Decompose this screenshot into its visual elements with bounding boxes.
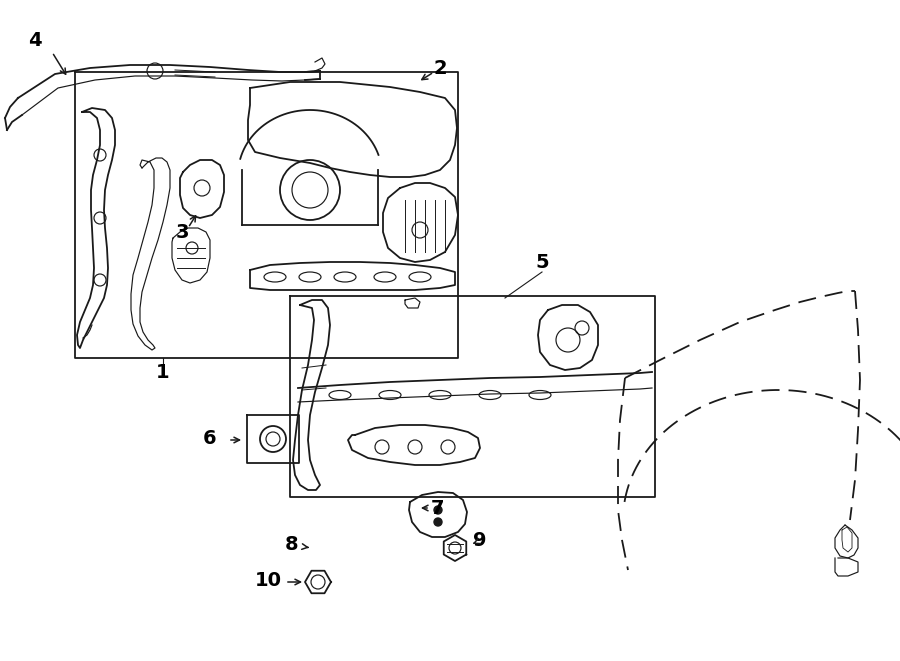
Circle shape [434,506,442,514]
Text: 7: 7 [431,498,445,518]
Text: 3: 3 [176,223,189,243]
Text: 2: 2 [433,59,446,77]
Text: 5: 5 [536,254,549,272]
Circle shape [434,518,442,526]
Text: 1: 1 [157,362,170,381]
Text: 9: 9 [473,531,487,549]
Text: 8: 8 [285,535,299,555]
Text: 6: 6 [203,428,217,447]
Text: 4: 4 [28,30,41,50]
Text: 10: 10 [255,570,282,590]
